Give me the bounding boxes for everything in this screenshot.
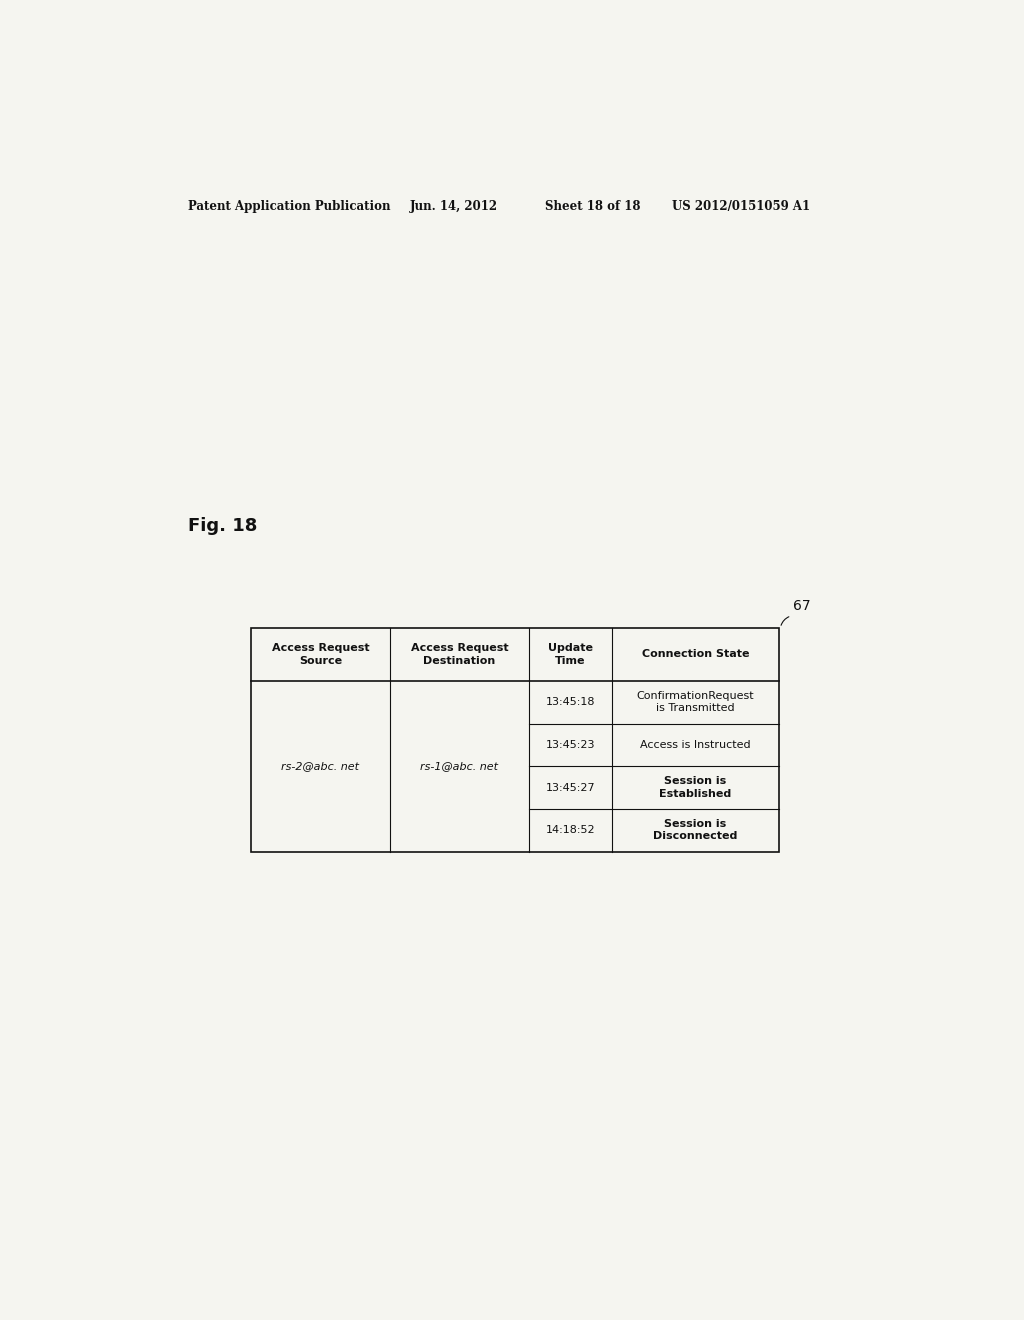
- Text: 13:45:18: 13:45:18: [546, 697, 595, 708]
- Text: ConfirmationRequest
is Transmitted: ConfirmationRequest is Transmitted: [637, 690, 755, 713]
- Text: Access Request
Source: Access Request Source: [271, 643, 370, 665]
- Text: Session is
Disconnected: Session is Disconnected: [653, 818, 737, 841]
- Text: Update
Time: Update Time: [548, 643, 593, 665]
- Text: Patent Application Publication: Patent Application Publication: [187, 199, 390, 213]
- Text: Jun. 14, 2012: Jun. 14, 2012: [410, 199, 498, 213]
- Text: 67: 67: [793, 598, 811, 612]
- Text: Access Request
Destination: Access Request Destination: [411, 643, 508, 665]
- Text: 13:45:23: 13:45:23: [546, 741, 595, 750]
- Text: 13:45:27: 13:45:27: [546, 783, 595, 792]
- Text: 14:18:52: 14:18:52: [546, 825, 595, 836]
- Text: Session is
Established: Session is Established: [659, 776, 731, 799]
- Text: US 2012/0151059 A1: US 2012/0151059 A1: [672, 199, 810, 213]
- Text: Sheet 18 of 18: Sheet 18 of 18: [545, 199, 640, 213]
- Text: rs-2@abc. net: rs-2@abc. net: [282, 762, 359, 771]
- Text: Fig. 18: Fig. 18: [187, 517, 257, 536]
- Text: rs-1@abc. net: rs-1@abc. net: [420, 762, 499, 771]
- Bar: [251, 628, 778, 851]
- Text: Access is Instructed: Access is Instructed: [640, 741, 751, 750]
- Text: Connection State: Connection State: [642, 649, 750, 660]
